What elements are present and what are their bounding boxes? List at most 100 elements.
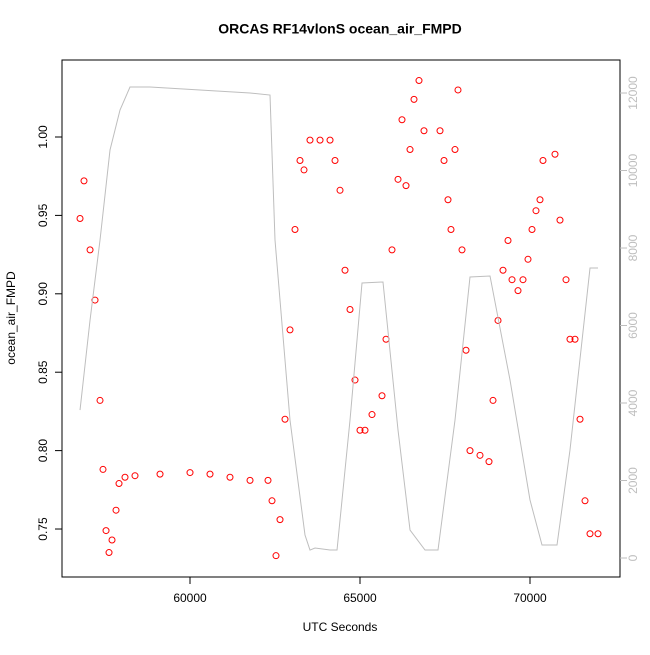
point [594,530,602,538]
point [524,255,532,263]
point [444,196,452,204]
y2-tick-label: 0 [626,554,640,561]
point [112,506,120,514]
point [131,472,139,480]
point [458,246,466,254]
point [80,177,88,185]
point [485,458,493,466]
point [91,296,99,304]
point [291,226,299,234]
point [281,415,289,423]
y-tick-label: 0.80 [36,439,50,463]
y2-tick-label: 4000 [626,389,640,416]
point [316,136,324,144]
point [268,497,276,505]
point [436,127,444,135]
point [99,465,107,473]
point [508,276,516,284]
point [361,426,369,434]
line-series [79,86,599,551]
point [264,476,272,484]
point [346,305,354,313]
y2-tick-label: 12000 [626,76,640,110]
point [296,157,304,165]
point [306,136,314,144]
point [300,166,308,174]
point [368,411,376,419]
point [402,182,410,190]
point [226,473,234,481]
point [86,246,94,254]
point [272,552,280,560]
point [398,116,406,124]
point [206,470,214,478]
point [351,376,359,384]
point [341,266,349,274]
point [105,549,113,557]
y-axis-label: ocean_air_FMPD [4,271,18,365]
point [102,527,110,535]
point [536,196,544,204]
point [532,207,540,215]
point [566,335,574,343]
point [476,451,484,459]
point [528,226,536,234]
y-tick-label: 0.90 [36,282,50,306]
point [356,426,364,434]
point [415,77,423,85]
point [336,186,344,194]
point [388,246,396,254]
y2-tick-label: 6000 [626,312,640,339]
y-tick-label: 0.75 [36,517,50,541]
point [562,276,570,284]
point [504,236,512,244]
point [539,157,547,165]
y-tick-label: 1.00 [36,125,50,149]
point [394,175,402,183]
point [286,326,294,334]
point [556,216,564,224]
point [576,415,584,423]
point [499,266,507,274]
point [420,127,428,135]
point [406,146,414,154]
point [246,476,254,484]
y2-tick-label: 10000 [626,154,640,188]
point [410,95,418,103]
x-axis-label: UTC Seconds [303,620,378,634]
point [156,470,164,478]
point [586,530,594,538]
point [331,157,339,165]
point [76,215,84,223]
y-tick-label: 0.85 [36,360,50,384]
point [108,536,116,544]
point [115,480,123,488]
x-tick-label: 65000 [343,591,377,605]
point [514,287,522,295]
point [466,447,474,455]
point [276,516,284,524]
x-tick-label: 60000 [173,591,207,605]
point [186,469,194,477]
point [551,150,559,158]
point [462,346,470,354]
x-tick-label: 70000 [513,591,547,605]
y-tick-label: 0.95 [36,203,50,227]
point [581,497,589,505]
plot-frame [61,59,621,578]
point [440,157,448,165]
point [447,226,455,234]
y2-tick-label: 2000 [626,467,640,494]
point [96,396,104,404]
point [519,276,527,284]
point [326,136,334,144]
point [451,146,459,154]
point [378,392,386,400]
chart-title: ORCAS RF14vlonS ocean_air_FMPD [218,21,462,37]
y2-tick-label: 8000 [626,234,640,261]
point [454,86,462,94]
point [571,335,579,343]
point [489,396,497,404]
point [121,473,129,481]
